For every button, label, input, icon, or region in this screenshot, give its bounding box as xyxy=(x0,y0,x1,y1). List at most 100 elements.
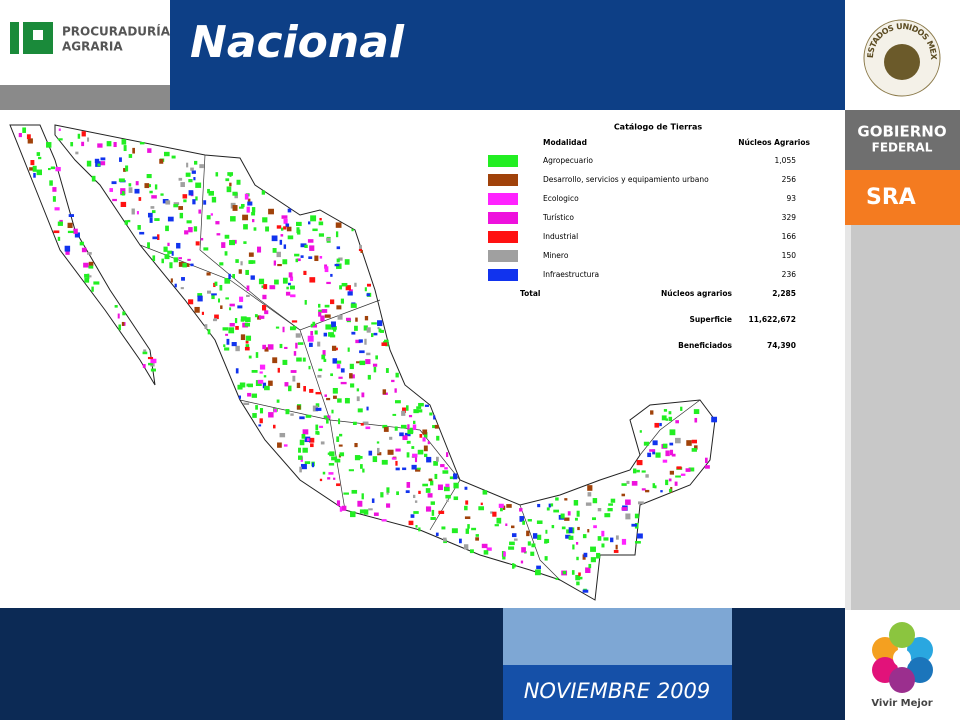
map-dot xyxy=(138,197,142,201)
map-dot xyxy=(355,339,361,344)
map-dot xyxy=(383,427,389,432)
map-dot xyxy=(245,317,251,323)
map-dot xyxy=(643,441,650,446)
map-dot xyxy=(668,478,672,482)
map-dot xyxy=(174,283,177,288)
map-dot xyxy=(238,269,242,274)
map-dot xyxy=(359,350,365,354)
map-dot xyxy=(289,285,295,290)
map-dot xyxy=(521,547,526,553)
map-dot xyxy=(691,448,697,452)
map-dot xyxy=(275,326,280,329)
map-dot xyxy=(417,467,421,470)
map-dot xyxy=(676,466,682,470)
map-dot xyxy=(264,385,270,391)
map-dot xyxy=(87,137,90,142)
map-dot xyxy=(67,222,73,229)
map-dot xyxy=(404,432,411,437)
map-dot xyxy=(641,488,646,491)
map-dot xyxy=(295,342,298,349)
map-dot xyxy=(669,442,674,446)
map-dot xyxy=(32,165,37,172)
map-dot xyxy=(151,210,156,214)
map-dot xyxy=(314,330,318,335)
map-dot xyxy=(347,291,353,296)
map-dot xyxy=(121,139,127,145)
map-dot xyxy=(354,282,357,287)
map-dot xyxy=(285,291,291,296)
map-dot xyxy=(276,399,280,403)
map-dot xyxy=(52,187,57,192)
map-dot xyxy=(326,281,331,285)
map-dot xyxy=(239,382,246,388)
map-dot xyxy=(576,556,579,561)
map-dot xyxy=(147,242,150,248)
map-dot xyxy=(381,459,388,465)
map-dot xyxy=(297,229,301,235)
map-dot xyxy=(128,154,133,158)
map-dot xyxy=(277,442,282,448)
map-dot xyxy=(319,425,324,428)
map-dot xyxy=(363,325,368,331)
map-dot xyxy=(566,529,571,534)
map-dot xyxy=(544,556,548,561)
map-dot xyxy=(198,209,202,214)
map-dot xyxy=(281,215,288,219)
map-dot xyxy=(368,508,373,511)
map-dot xyxy=(280,227,284,231)
map-dot xyxy=(121,321,125,326)
map-dot xyxy=(610,498,616,503)
map-dot xyxy=(347,347,350,352)
map-dot xyxy=(128,183,132,187)
legend-count: 329 xyxy=(782,213,797,222)
state-border xyxy=(199,154,346,511)
map-dot xyxy=(613,549,619,553)
map-dot xyxy=(381,519,387,522)
map-dot xyxy=(232,205,238,211)
map-dot xyxy=(362,421,369,426)
map-dot xyxy=(360,250,363,253)
map-dot xyxy=(634,513,639,519)
map-dot xyxy=(506,504,512,508)
map-dot xyxy=(430,517,436,520)
map-dot xyxy=(283,444,288,447)
map-dot xyxy=(359,360,366,366)
map-dot xyxy=(336,305,342,310)
map-dot xyxy=(182,263,187,268)
map-dot xyxy=(163,151,170,157)
map-dot xyxy=(465,528,470,534)
map-dot xyxy=(352,421,357,425)
map-dot xyxy=(603,537,609,541)
map-dot xyxy=(631,481,638,486)
map-dot xyxy=(425,488,431,493)
petal xyxy=(872,637,898,663)
map-dot xyxy=(283,244,287,249)
map-dot xyxy=(330,321,336,328)
map-dot xyxy=(229,182,232,187)
map-dot xyxy=(120,201,127,207)
map-dot xyxy=(483,550,489,555)
map-dot xyxy=(546,507,550,511)
map-dot xyxy=(386,487,390,493)
map-dot xyxy=(150,206,155,209)
map-dot xyxy=(194,160,198,165)
map-dot xyxy=(339,506,343,512)
map-dot xyxy=(312,324,318,328)
map-dot xyxy=(395,448,401,452)
map-dot xyxy=(340,368,345,373)
map-dot xyxy=(247,198,251,202)
map-dot xyxy=(197,293,203,297)
petal xyxy=(889,667,915,693)
map-dot xyxy=(424,404,429,407)
map-dot xyxy=(429,412,433,416)
map-dot xyxy=(252,413,257,418)
map-dot xyxy=(373,366,377,373)
map-dot xyxy=(276,251,281,258)
map-dot xyxy=(364,287,367,292)
map-dot xyxy=(84,273,89,278)
map-dot xyxy=(300,255,304,258)
map-dot xyxy=(259,364,266,370)
map-dot xyxy=(214,281,218,286)
map-dot xyxy=(601,530,605,537)
map-dot xyxy=(164,254,170,260)
